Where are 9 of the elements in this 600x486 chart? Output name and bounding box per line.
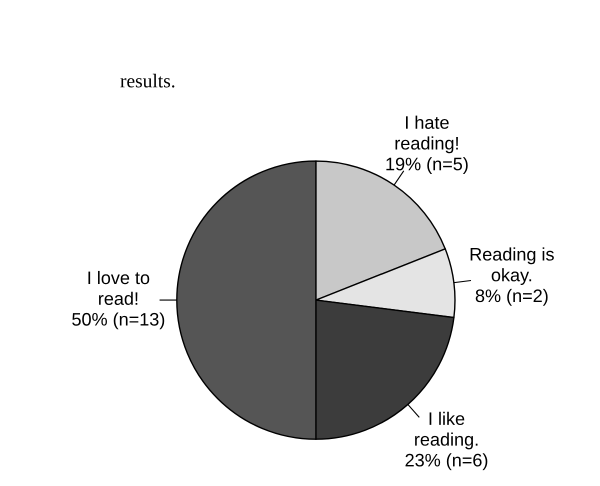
slice-label: I hate reading! [395, 116, 458, 154]
slice-label: I like reading. [415, 412, 478, 450]
data-label: 8% (n=2) [476, 288, 548, 306]
text: results. [120, 74, 174, 88]
slice-label: Reading is okay. [470, 247, 554, 285]
data-label: 50% (n=13) [72, 312, 164, 330]
data-label: 19% (n=5) [386, 157, 468, 174]
slice-label: I love to read! [88, 270, 150, 305]
data-label: 23% (n=6) [406, 453, 488, 470]
